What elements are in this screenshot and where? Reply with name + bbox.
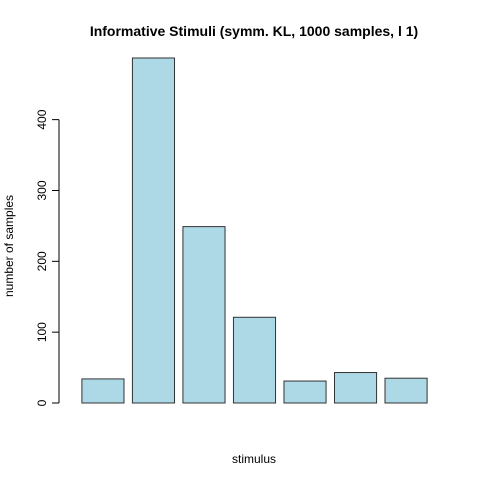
bars-group [81,57,428,404]
y-tick-label-200: 200 [35,251,49,271]
bar-6 [333,372,378,404]
y-axis: 0 100 200 300 400 [35,109,60,406]
y-tick-label-100: 100 [35,322,49,342]
bar-5 [283,380,327,404]
y-axis-label: number of samples [2,195,16,297]
bar-4 [232,316,277,404]
y-tick-label-400: 400 [35,109,49,129]
chart-title: Informative Stimuli (symm. KL, 1000 samp… [90,23,418,39]
bar-3 [182,226,226,404]
bar-1 [81,378,125,404]
bar-2 [131,57,176,404]
y-tick-label-300: 300 [35,180,49,200]
x-axis-label: stimulus [232,452,276,466]
y-tick-label-0: 0 [35,399,49,406]
bar-7 [384,377,428,404]
